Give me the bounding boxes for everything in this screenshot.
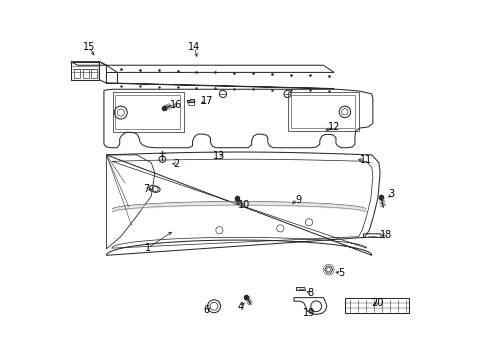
Text: 8: 8 — [307, 288, 313, 298]
Text: 14: 14 — [188, 42, 200, 52]
Bar — [74, 69, 80, 78]
Text: 17: 17 — [200, 96, 213, 106]
Text: 1: 1 — [144, 243, 150, 253]
Text: 12: 12 — [327, 122, 340, 132]
Text: 20: 20 — [370, 298, 383, 308]
Text: 5: 5 — [338, 268, 344, 278]
Text: 15: 15 — [83, 42, 96, 52]
Text: 7: 7 — [142, 184, 149, 194]
Text: 13: 13 — [213, 151, 225, 161]
Text: 16: 16 — [170, 100, 182, 110]
Text: 10: 10 — [238, 200, 250, 210]
Text: 3: 3 — [387, 189, 394, 199]
Text: 4: 4 — [237, 302, 244, 312]
Bar — [91, 69, 97, 78]
Bar — [83, 69, 88, 78]
Text: 19: 19 — [302, 308, 315, 318]
Text: 18: 18 — [379, 230, 391, 239]
Text: 2: 2 — [173, 159, 179, 169]
Text: 9: 9 — [295, 195, 301, 205]
Text: 6: 6 — [203, 305, 209, 315]
Text: 11: 11 — [360, 155, 372, 165]
